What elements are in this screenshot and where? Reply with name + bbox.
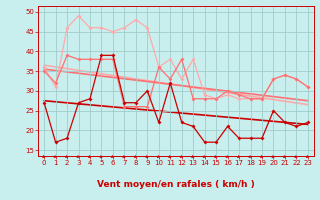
- X-axis label: Vent moyen/en rafales ( km/h ): Vent moyen/en rafales ( km/h ): [97, 180, 255, 189]
